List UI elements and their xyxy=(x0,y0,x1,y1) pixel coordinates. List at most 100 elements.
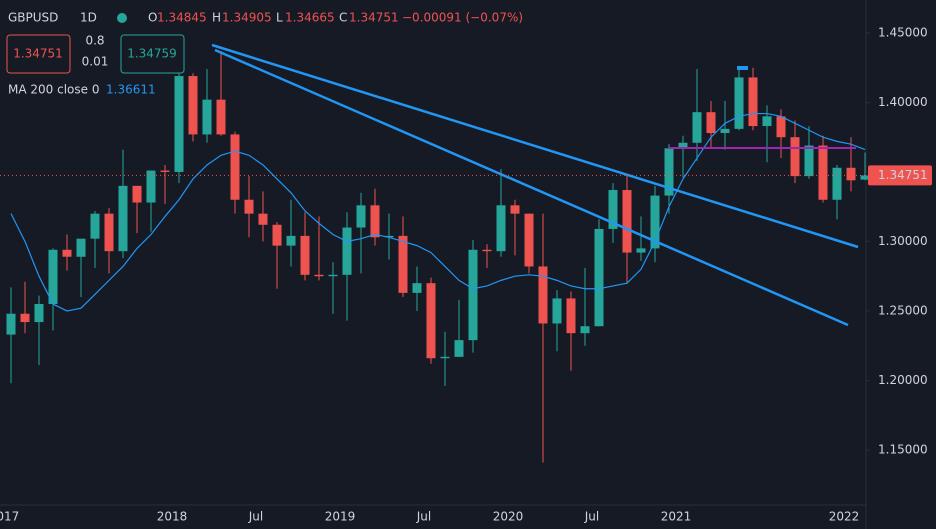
candle-body xyxy=(286,235,296,246)
buy-price[interactable]: 1.34759 xyxy=(127,47,177,61)
high: 1.34905 xyxy=(222,11,272,25)
low: 1.34665 xyxy=(285,11,335,25)
candle-body xyxy=(482,249,492,252)
candle-body xyxy=(258,213,268,225)
candle-body xyxy=(146,170,156,203)
candle-body xyxy=(860,175,870,180)
x-tick-label: 2021 xyxy=(661,510,692,524)
candle-body xyxy=(370,205,380,238)
h-label: H xyxy=(212,11,221,25)
candle-body xyxy=(538,266,548,324)
candle-body xyxy=(706,112,716,134)
candle-body xyxy=(846,167,856,181)
candle-body xyxy=(440,356,450,359)
candle-body xyxy=(468,249,478,341)
candle-body xyxy=(328,274,338,277)
candle-body xyxy=(636,248,646,253)
candle-body xyxy=(272,224,282,246)
buy-button[interactable] xyxy=(120,34,185,74)
x-tick-label: Jul xyxy=(416,510,431,524)
x-tick-label: 2017 xyxy=(0,510,19,524)
candle-body xyxy=(48,249,58,305)
y-tick-label: 1.15000 xyxy=(878,442,928,456)
y-tick-label: 1.20000 xyxy=(878,373,928,387)
candle-body xyxy=(678,142,688,149)
y-tick-label: 1.40000 xyxy=(878,95,928,109)
candle-body xyxy=(454,340,464,357)
candle-body xyxy=(412,283,422,293)
interval: 1D xyxy=(80,11,97,25)
candle-body xyxy=(230,134,240,200)
candle-body xyxy=(174,76,184,172)
y-tick-label: 1.45000 xyxy=(878,25,928,39)
sell-button[interactable] xyxy=(6,34,71,74)
candle-body xyxy=(398,235,408,293)
candle-body xyxy=(594,228,604,327)
candle-body xyxy=(426,283,436,359)
candle-body xyxy=(790,137,800,177)
ohlc: O 1.34845 H 1.34905 L 1.34665 C 1.34751 … xyxy=(148,11,523,25)
ma-label: MA 200 close 0 xyxy=(8,83,99,97)
candle-body xyxy=(748,77,758,127)
candle-body xyxy=(160,170,170,172)
sell-price[interactable]: 1.34751 xyxy=(13,47,63,61)
candle-body xyxy=(384,235,394,238)
candle-body xyxy=(104,213,114,252)
candle-body xyxy=(6,313,16,335)
open: 1.34845 xyxy=(157,11,207,25)
candle-body xyxy=(608,190,618,229)
candle-body xyxy=(832,167,842,200)
spread: 0.8 xyxy=(85,34,104,48)
candle-body xyxy=(356,205,366,228)
ma-value: 1.36611 xyxy=(106,83,156,97)
candle-body xyxy=(118,185,128,252)
candle-body xyxy=(762,116,772,127)
x-tick-label: 2018 xyxy=(157,510,188,524)
candle-body xyxy=(216,99,226,135)
candle-body xyxy=(776,116,786,138)
candle-body xyxy=(524,213,534,267)
y-tick-label: 1.25000 xyxy=(878,303,928,317)
lot[interactable]: 0.01 xyxy=(82,55,109,69)
candle-body xyxy=(314,274,324,277)
candle-body xyxy=(34,304,44,323)
candle-body xyxy=(622,190,632,253)
x-tick-label: Jul xyxy=(248,510,263,524)
trend-line xyxy=(214,48,849,327)
x-tick-label: Jul xyxy=(584,510,599,524)
candle-body xyxy=(650,195,660,249)
x-tick-label: 2020 xyxy=(493,510,524,524)
last-price-badge xyxy=(868,165,932,186)
x-tick-label: 2022 xyxy=(829,510,860,524)
candle-body xyxy=(552,298,562,324)
candle-body xyxy=(90,213,100,239)
candle-body xyxy=(818,145,828,200)
candle-body xyxy=(188,76,198,135)
y-tick-label: 1.30000 xyxy=(878,234,928,248)
candle-body xyxy=(20,313,30,323)
candle-body xyxy=(202,99,212,135)
candle-body xyxy=(734,77,744,129)
candle-body xyxy=(300,235,310,275)
candle-body xyxy=(566,298,576,334)
candle-body xyxy=(76,238,86,257)
candle-body xyxy=(496,205,506,252)
candle-body xyxy=(132,185,142,203)
plot-area xyxy=(6,51,870,463)
candle-body xyxy=(720,128,730,134)
candle-body xyxy=(342,227,352,275)
trend-line xyxy=(211,43,859,249)
l-label: L xyxy=(276,11,283,25)
o-label: O xyxy=(148,11,157,25)
marker xyxy=(737,66,748,70)
candle-body xyxy=(692,112,702,143)
x-tick-label: 2019 xyxy=(325,510,356,524)
candle-body xyxy=(580,326,590,334)
c-label: C xyxy=(339,11,347,25)
status-dot xyxy=(117,13,127,23)
candle-body xyxy=(804,145,814,177)
candle-body xyxy=(510,205,520,214)
ma-line xyxy=(10,112,866,312)
